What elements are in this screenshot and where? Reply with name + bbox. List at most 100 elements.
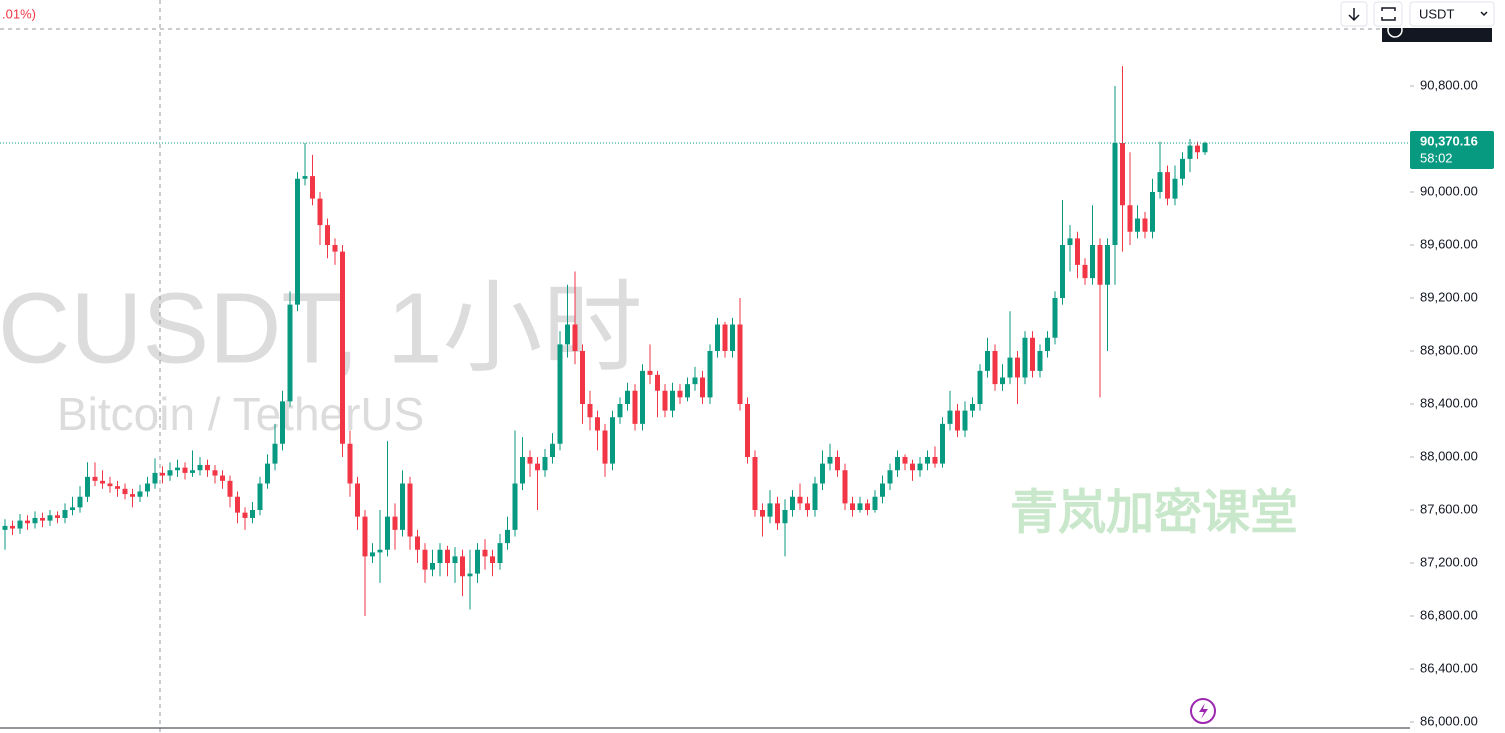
candle-body: [737, 324, 743, 404]
candle-body: [1180, 158, 1185, 179]
candle-body: [175, 467, 180, 471]
candle-body: [1105, 244, 1110, 285]
candle-body: [535, 463, 540, 471]
watermarks: CUSDT, 1小时 Bitcoin / TetherUS 青岚加密课堂: [0, 272, 1298, 539]
candle-body: [445, 549, 450, 564]
candle-body: [310, 176, 315, 199]
candle-body: [1157, 172, 1163, 192]
y-tick-label: 90,800.00: [1420, 77, 1478, 92]
candle-body: [692, 377, 698, 385]
candle-body: [595, 417, 600, 431]
candle-body: [1090, 244, 1095, 279]
candle-body: [917, 463, 923, 471]
candle-body: [647, 370, 653, 375]
candle-body: [362, 516, 368, 557]
candle-body: [1150, 191, 1155, 232]
y-tick-label: 86,800.00: [1420, 607, 1478, 622]
candle-body: [587, 403, 593, 418]
candle-body: [512, 483, 518, 530]
candle-body: [107, 483, 113, 487]
candle-body: [70, 507, 75, 510]
candle-body: [827, 456, 833, 464]
candle-body: [407, 483, 413, 537]
candle-body: [17, 520, 23, 529]
candle-body: [985, 350, 990, 371]
candle-body: [475, 549, 480, 574]
fullscreen-button[interactable]: [1373, 1, 1403, 27]
candle-body: [1037, 350, 1043, 371]
candle-body: [542, 456, 548, 471]
candle-body: [347, 443, 353, 484]
y-tick-label: 89,200.00: [1420, 289, 1478, 304]
candle-body: [527, 456, 533, 464]
candle-body: [220, 475, 225, 481]
candle-body: [325, 225, 330, 245]
candle-body: [265, 463, 270, 484]
candle-body: [370, 552, 375, 557]
candle-body: [355, 483, 360, 517]
candles: [0, 66, 1410, 617]
candle-body: [302, 176, 308, 179]
candle-body: [1030, 337, 1035, 371]
candle-body: [77, 496, 83, 508]
candle-body: [340, 251, 345, 444]
candle-body: [910, 463, 915, 471]
candle-body: [1172, 178, 1178, 199]
candle-body: [250, 509, 255, 518]
candle-body: [122, 488, 128, 495]
candle-body: [1060, 244, 1065, 298]
currency-select-bg[interactable]: [1409, 1, 1495, 27]
y-tick-label: 87,600.00: [1420, 501, 1478, 516]
candle-body: [602, 430, 608, 464]
candle-body: [272, 443, 278, 464]
candle-body: [1195, 145, 1200, 153]
candle-body: [670, 390, 675, 411]
currency-select[interactable]: USDT: [1409, 1, 1495, 27]
y-tick-label: 89,600.00: [1420, 236, 1478, 251]
countdown-label: 58:02: [1420, 150, 1453, 165]
candle-body: [182, 467, 188, 473]
candle-body: [10, 525, 15, 529]
chevron-icon: [1480, 11, 1488, 17]
fullscreen-button-bg[interactable]: [1373, 1, 1403, 27]
candle-body: [55, 515, 60, 518]
candle-body: [640, 370, 645, 424]
candle-body: [940, 423, 945, 464]
candle-body: [790, 496, 795, 510]
candle-body: [835, 456, 840, 471]
candle-body: [452, 556, 458, 564]
candle-body: [557, 344, 563, 444]
candle-body: [565, 324, 570, 345]
lightning-button[interactable]: [1190, 698, 1216, 724]
candle-body: [820, 463, 825, 484]
candle-body: [197, 464, 203, 471]
candle-body: [902, 456, 908, 464]
candle-body: [520, 456, 525, 484]
download-button[interactable]: [1340, 1, 1368, 27]
candle-body: [812, 483, 818, 510]
name-watermark: Bitcoin / TetherUS: [57, 388, 424, 440]
candle-body: [895, 456, 900, 471]
candle-body: [100, 480, 105, 484]
candle-body: [1000, 377, 1005, 385]
candle-body: [467, 573, 473, 577]
candle-body: [955, 410, 960, 431]
candle-body: [617, 403, 623, 418]
candle-body: [887, 470, 893, 484]
candle-body: [377, 549, 383, 553]
candle-body: [392, 516, 398, 530]
candle-body: [280, 401, 285, 444]
y-tick-label: 86,000.00: [1420, 713, 1478, 728]
symbol-watermark: CUSDT, 1小时: [0, 272, 643, 384]
candle-body: [1097, 244, 1103, 285]
candle-body: [295, 178, 300, 305]
candle-body: [415, 536, 420, 550]
candle-body: [842, 470, 848, 504]
candle-body: [152, 472, 158, 484]
candle-body: [872, 496, 878, 510]
candle-body: [25, 520, 30, 524]
candle-body: [1082, 264, 1088, 279]
candle-body: [745, 403, 750, 457]
candle-body: [865, 503, 870, 510]
